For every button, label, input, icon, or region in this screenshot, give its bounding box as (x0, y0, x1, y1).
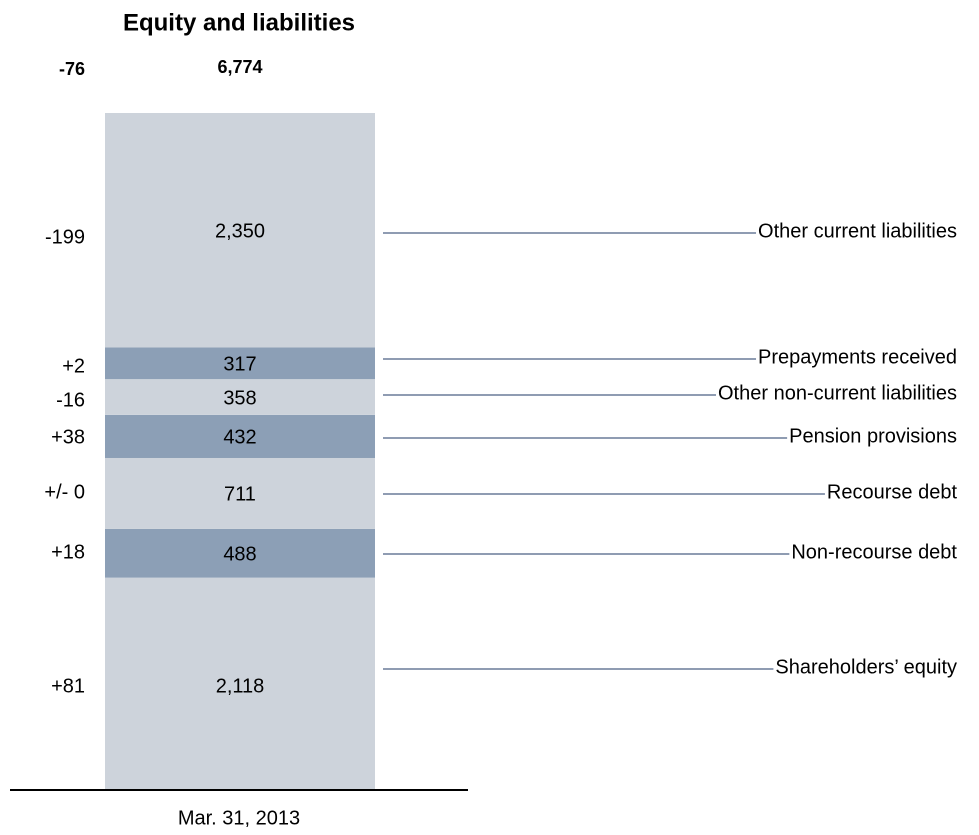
total-change: -76 (59, 59, 85, 79)
change-label: +38 (51, 427, 85, 449)
value-label: 317 (223, 354, 256, 376)
period-label: Mar. 31, 2013 (178, 807, 300, 829)
change-label: +2 (62, 356, 85, 378)
value-label: 2,350 (215, 221, 265, 243)
chart-title: Equity and liabilities (123, 9, 355, 36)
segment-label: Recourse debt (827, 481, 958, 503)
change-label: +/- 0 (44, 482, 85, 504)
segment-label: Non-recourse debt (791, 541, 957, 563)
bar-segment (105, 379, 375, 415)
change-label: +81 (51, 676, 85, 698)
segment-label: Shareholders’ equity (775, 656, 957, 678)
value-label: 488 (223, 544, 256, 566)
segment-label: Other current liabilities (758, 220, 957, 242)
value-label: 2,118 (216, 676, 265, 698)
segment-label: Prepayments received (758, 346, 957, 368)
change-label: -16 (56, 389, 85, 411)
change-label: +18 (51, 542, 85, 564)
value-label: 432 (223, 427, 256, 449)
segment-label: Other non-current liabilities (718, 382, 957, 404)
total-label: 6,774 (217, 57, 262, 77)
bar-segment (105, 528, 375, 578)
segment-label: Pension provisions (789, 425, 957, 447)
bar-segment (105, 113, 375, 348)
bar-segment (105, 347, 375, 380)
change-label: -199 (45, 227, 85, 249)
value-label: 358 (223, 387, 256, 409)
bar-segment (105, 457, 375, 529)
bar-segment (105, 577, 375, 789)
bar-segment (105, 414, 375, 458)
value-label: 711 (224, 484, 256, 506)
